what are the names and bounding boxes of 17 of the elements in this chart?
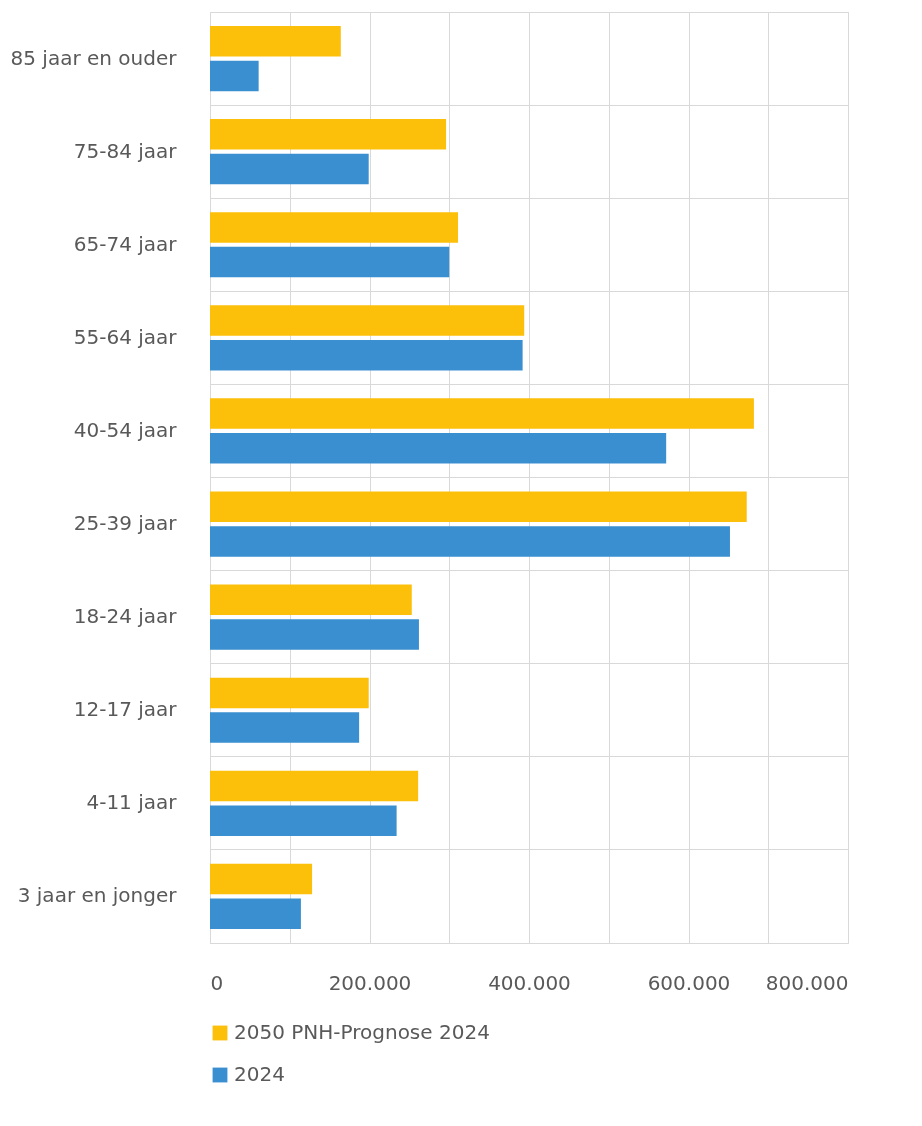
- y-tick-label: 40-54 jaar: [73, 417, 178, 442]
- y-tick-label: 25-39 jaar: [73, 511, 178, 536]
- y-tick-label: 18-24 jaar: [73, 604, 178, 629]
- y-tick-label: 65-74 jaar: [73, 231, 178, 256]
- y-tick-label: 55-64 jaar: [73, 324, 178, 349]
- legend-label: 2050 PNH-Prognose 2024: [234, 1020, 490, 1044]
- x-tick-label: 600.000: [647, 970, 731, 995]
- x-tick-label: 800.000: [765, 970, 849, 995]
- y-tick-label: 12-17 jaar: [73, 697, 178, 722]
- legend-label: 2024: [234, 1062, 285, 1086]
- y-tick-label: 4-11 jaar: [86, 790, 178, 815]
- y-tick-label: 85 jaar en ouder: [10, 45, 178, 70]
- x-tick-label: 400.000: [488, 970, 571, 995]
- y-tick-label: 75-84 jaar: [73, 138, 178, 163]
- x-tick-label: 0: [210, 970, 224, 995]
- x-tick-label: 200.000: [328, 970, 412, 995]
- y-tick-label: 3 jaar en jonger: [17, 883, 178, 908]
